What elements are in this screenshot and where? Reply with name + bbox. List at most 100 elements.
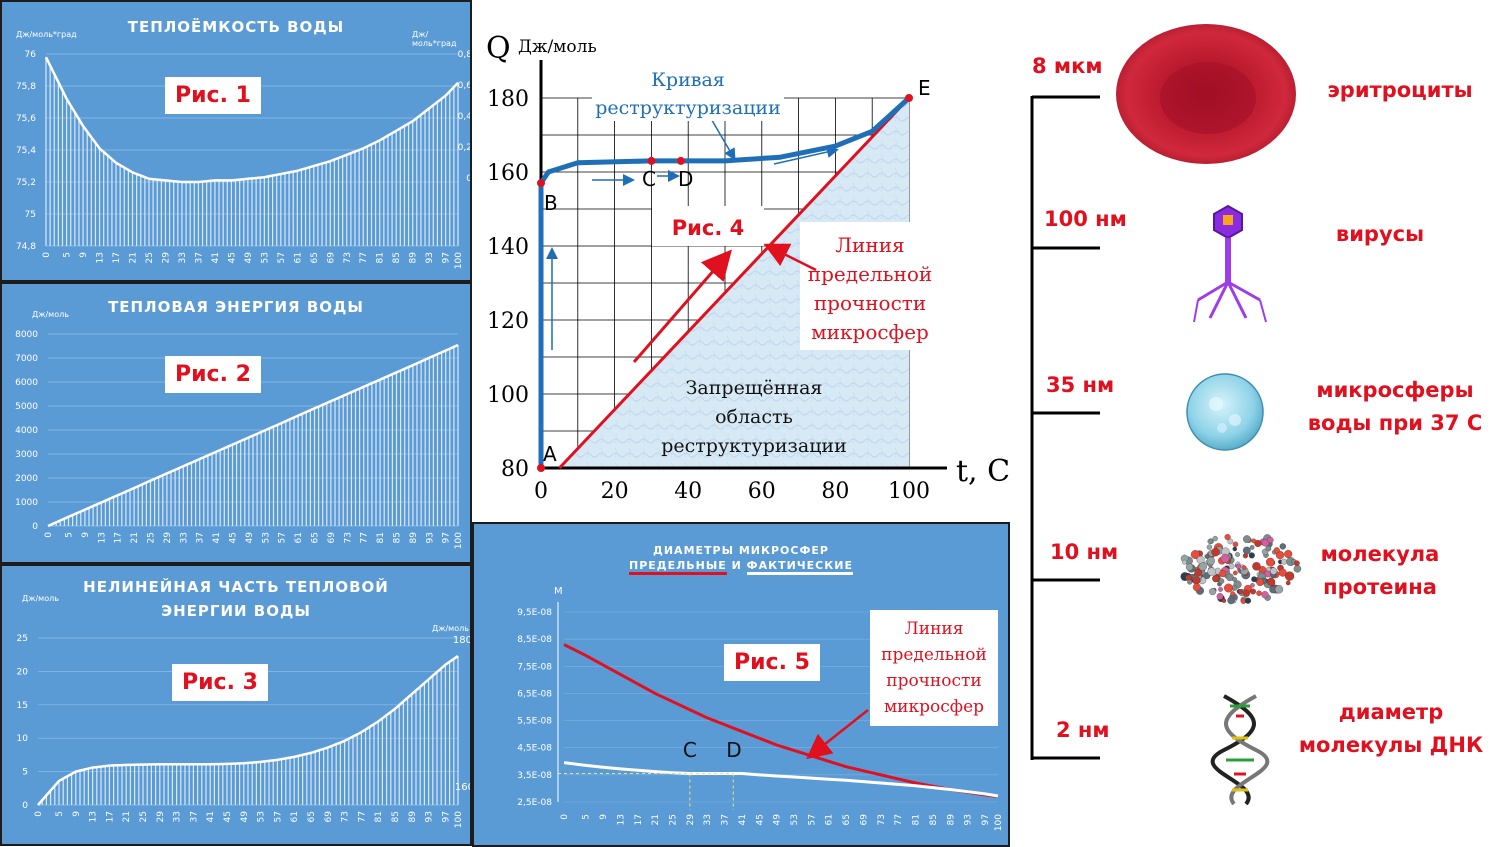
y-tick-label: 7000 xyxy=(15,354,38,364)
atom xyxy=(1248,552,1255,559)
y2-tick-label: 0,8 xyxy=(458,50,470,60)
fig5-title-1: ДИАМЕТРЫ МИКРОСФЕР xyxy=(653,544,829,557)
fig5-limit-note: Линия предельной прочности микросфер xyxy=(870,610,998,726)
limit-label-2: предельной xyxy=(808,262,932,286)
y-tick-label: 8,5E-08 xyxy=(517,635,552,645)
point-b-label: B xyxy=(544,191,558,215)
fig5-chart: 9,5E-08 8,5E-08 7,5E-08 6,5E-08 5,5E-08 4,5E-… xyxy=(517,602,1004,831)
fig3-left-unit: Дж/моль xyxy=(22,594,59,603)
protein-image xyxy=(1180,534,1302,605)
t-axis-label: t, C xyxy=(956,454,1010,489)
limit-line xyxy=(558,96,911,470)
y-tick-label: 140 xyxy=(487,235,529,260)
x-tick-label: 89 xyxy=(409,532,419,544)
x-tick-label: 21 xyxy=(651,814,661,825)
y-tick-label: 75,8 xyxy=(16,82,36,92)
point-e-label: E xyxy=(918,76,931,100)
x-tick-label: 13 xyxy=(89,811,99,822)
x-tick-label: 65 xyxy=(307,811,317,822)
forbidden-label-2: область xyxy=(715,406,793,428)
x-tick-label: 29 xyxy=(163,532,173,544)
atom xyxy=(1261,591,1269,599)
y2-tick-top: 180 xyxy=(453,635,470,646)
x-tick-label: 61 xyxy=(294,532,304,543)
y-tick-label: 76 xyxy=(25,50,37,60)
x-tick-label: 89 xyxy=(409,252,419,264)
y2-tick-label: 0,2 xyxy=(458,143,470,153)
atom xyxy=(1204,554,1210,559)
forbidden-label-1: Запрещённая xyxy=(686,377,823,399)
x-tick-label: 37 xyxy=(721,814,731,825)
x-tick-label: 9 xyxy=(72,811,82,817)
x-tick-label: 13 xyxy=(97,532,107,543)
x-tick-label: 17 xyxy=(114,532,124,543)
atom xyxy=(1206,556,1215,566)
atom xyxy=(1284,549,1293,559)
y-tick-label: 120 xyxy=(487,309,529,334)
x-tick-label: 41 xyxy=(206,811,216,822)
scale-size-4: 10 нм xyxy=(1050,540,1119,564)
fig5-title-and: И xyxy=(731,559,742,572)
atom xyxy=(1224,534,1231,541)
y-tick-label: 7,5E-08 xyxy=(517,662,552,672)
fig1-label: Рис. 1 xyxy=(165,77,261,114)
q-axis-label: Q xyxy=(486,31,511,66)
fig1-chart: 76 75,8 75,6 75,4 75,2 75 74,8 0 5 9 13 17 21 25 29 33 3… xyxy=(16,50,470,269)
y2-tick-label: 0,6 xyxy=(458,81,470,91)
point-e xyxy=(905,94,913,102)
fig5-title-limit: ПРЕДЕЛЬНЫЕ xyxy=(629,559,727,575)
x-tick-label: 60 xyxy=(748,479,776,504)
fig5-unit: М xyxy=(554,586,563,597)
y-tick-label: 4,5E-08 xyxy=(517,744,552,754)
point-d-label: D xyxy=(726,738,741,762)
x-tick-label: 41 xyxy=(211,252,221,263)
x-tick-label: 65 xyxy=(310,252,320,263)
x-tick-label: 0 xyxy=(34,811,44,817)
y-tick-label: 100 xyxy=(487,383,529,408)
x-tick-label: 65 xyxy=(842,814,852,825)
atom xyxy=(1284,571,1295,581)
atom xyxy=(1218,587,1223,592)
y-tick-label: 3000 xyxy=(15,450,38,460)
atom xyxy=(1232,570,1238,576)
x-tick-label: 49 xyxy=(245,532,255,544)
atom xyxy=(1230,591,1236,597)
atom xyxy=(1232,577,1238,582)
x-tick-label: 100 xyxy=(888,479,930,504)
point-b xyxy=(537,179,545,188)
y-tick-label: 5000 xyxy=(15,402,38,412)
x-tick-label: 100 xyxy=(454,811,464,828)
atom xyxy=(1249,545,1255,550)
atom xyxy=(1232,546,1238,552)
fig2-title: ТЕПЛОВАЯ ЭНЕРГИЯ ВОДЫ xyxy=(108,298,364,316)
x-tick-label: 53 xyxy=(260,252,270,263)
arrow-right-3 xyxy=(773,146,839,165)
virus-image xyxy=(1193,204,1267,323)
x-tick-label: 0 xyxy=(42,252,52,258)
x-tick-label: 5 xyxy=(65,532,75,538)
fig2-panel: ТЕПЛОВАЯ ЭНЕРГИЯ ВОДЫ Дж/моль 8000 7000 60… xyxy=(0,282,472,564)
x-tick-label: 37 xyxy=(196,532,206,543)
atom xyxy=(1265,557,1275,567)
x-tick-label: 81 xyxy=(374,811,384,822)
x-tick-label: 25 xyxy=(139,811,149,822)
atom xyxy=(1216,593,1224,600)
fig5-limit-2: предельной xyxy=(881,645,987,665)
x-tick-label: 57 xyxy=(807,814,817,825)
atom xyxy=(1265,545,1272,552)
x-tick-label: 73 xyxy=(343,532,353,543)
atom xyxy=(1274,585,1284,594)
limit-pointer xyxy=(763,243,817,272)
atom xyxy=(1250,588,1256,595)
y-tick-label: 25 xyxy=(17,634,28,644)
label-erythrocytes: эритроциты xyxy=(1327,78,1473,102)
x-tick-label: 9 xyxy=(79,252,89,258)
y-tick-label: 6,5E-08 xyxy=(517,689,552,699)
scale-size-1: 8 мкм xyxy=(1032,54,1103,78)
fig5-limit-4: микросфер xyxy=(883,697,985,717)
scale-size-3: 35 нм xyxy=(1046,373,1115,397)
atom xyxy=(1243,535,1251,543)
fig3-label: Рис. 3 xyxy=(172,664,268,701)
x-tick-label: 97 xyxy=(442,252,452,263)
fig3-title-2: ЭНЕРГИИ ВОДЫ xyxy=(161,602,311,620)
